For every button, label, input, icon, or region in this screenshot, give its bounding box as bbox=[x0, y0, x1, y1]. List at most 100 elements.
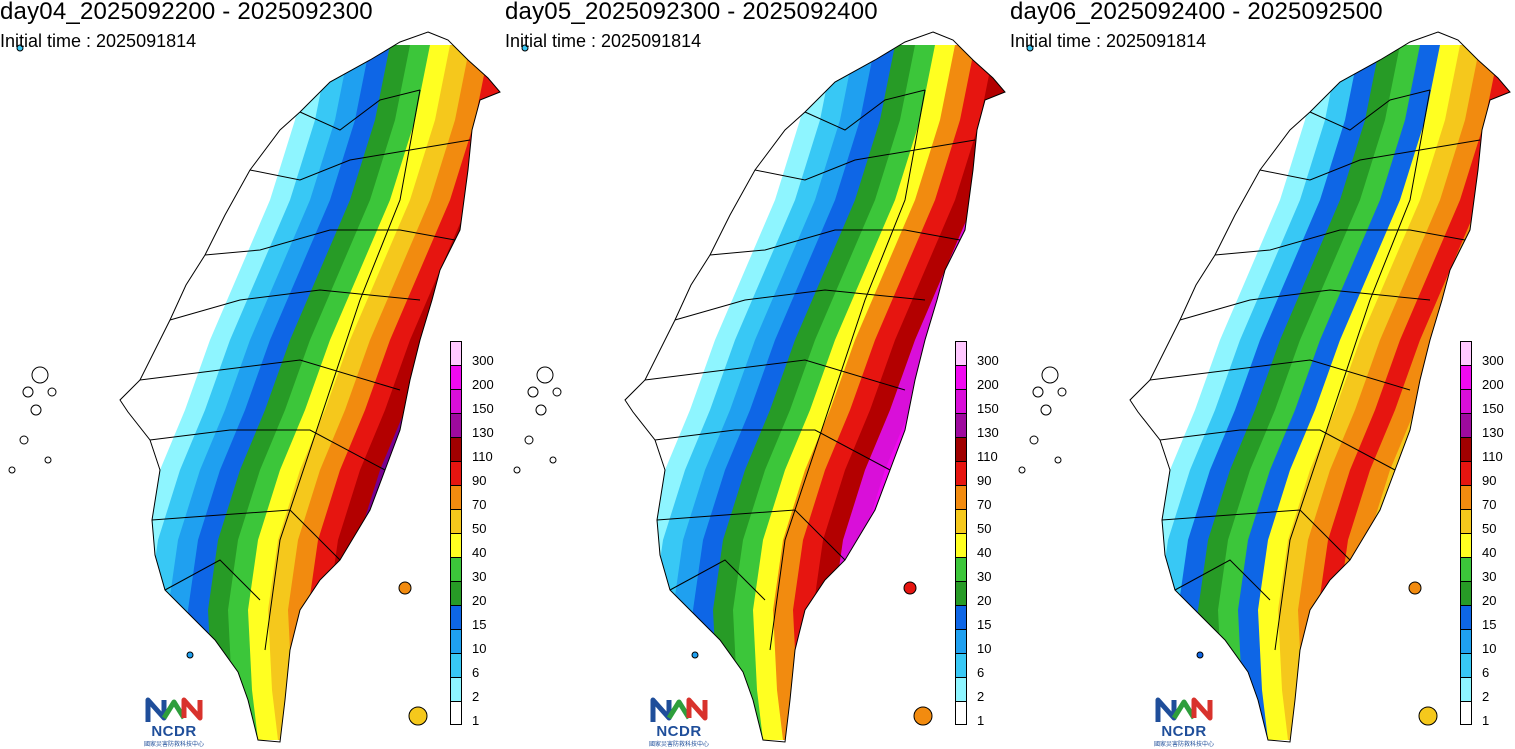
legend-item: 70 bbox=[1460, 485, 1515, 512]
penghu-island bbox=[536, 366, 554, 384]
legend-label: 2 bbox=[1482, 689, 1490, 704]
outlying-island bbox=[16, 44, 24, 52]
legend-label: 300 bbox=[1482, 353, 1504, 368]
penghu-island bbox=[552, 387, 562, 397]
legend-label: 50 bbox=[472, 521, 487, 536]
legend-swatch bbox=[955, 677, 967, 701]
rainfall-map bbox=[513, 31, 1006, 743]
legend-label: 20 bbox=[1482, 593, 1497, 608]
legend-label: 20 bbox=[977, 593, 992, 608]
legend-item: 50 bbox=[955, 509, 1010, 536]
county-boundary bbox=[674, 289, 926, 321]
penghu-island bbox=[22, 386, 34, 398]
legend-label: 110 bbox=[1482, 449, 1503, 464]
map-panel-6: day06_2025092400 - 2025092500 Initial tim… bbox=[1010, 0, 1515, 749]
outlying-island bbox=[521, 44, 529, 52]
initial-time: Initial time : 2025091814 bbox=[505, 31, 702, 51]
legend-item: 30 bbox=[450, 557, 505, 584]
legend-label: 110 bbox=[472, 449, 493, 464]
penghu-island bbox=[44, 456, 52, 464]
outlying-island bbox=[903, 581, 917, 595]
legend-swatch bbox=[450, 413, 462, 437]
county-boundary bbox=[139, 359, 401, 391]
map-panel-5: day05_2025092300 - 2025092400 Initial tim… bbox=[505, 0, 1010, 749]
color-legend: 300 200 150 130 110 90 70 50 40 30 20 15 10 6 2 1 bbox=[1460, 341, 1515, 728]
legend-swatch bbox=[955, 581, 967, 605]
legend-swatch bbox=[955, 413, 967, 437]
legend-swatch bbox=[450, 557, 462, 581]
penghu-island bbox=[1018, 466, 1026, 474]
legend-swatch bbox=[1460, 413, 1472, 437]
legend-item: 200 bbox=[955, 365, 1010, 392]
legend-item: 130 bbox=[1460, 413, 1515, 440]
legend-item: 200 bbox=[1460, 365, 1515, 392]
county-boundary bbox=[164, 559, 261, 601]
legend-label: 40 bbox=[1482, 545, 1497, 560]
legend-item: 20 bbox=[1460, 581, 1515, 608]
legend-swatch bbox=[1460, 437, 1472, 461]
legend-item: 300 bbox=[1460, 341, 1515, 368]
legend-item: 90 bbox=[1460, 461, 1515, 488]
county-boundary bbox=[754, 139, 976, 181]
legend-item: 10 bbox=[1460, 629, 1515, 656]
legend-label: 10 bbox=[1482, 641, 1497, 656]
penghu-island bbox=[1057, 387, 1067, 397]
legend-label: 2 bbox=[472, 689, 480, 704]
legend-swatch bbox=[450, 629, 462, 653]
ncdr-logo-icon: NCDR 國家災害防救科技中心 bbox=[643, 690, 715, 748]
legend-label: 15 bbox=[977, 617, 992, 632]
legend-item: 90 bbox=[955, 461, 1010, 488]
legend-item: 10 bbox=[450, 629, 505, 656]
legend-label: 200 bbox=[472, 377, 494, 392]
penghu-island bbox=[524, 435, 534, 445]
county-boundary bbox=[804, 89, 926, 131]
legend-item: 15 bbox=[955, 605, 1010, 632]
legend-item: 10 bbox=[955, 629, 1010, 656]
legend-swatch bbox=[1460, 605, 1472, 629]
county-boundary bbox=[644, 359, 906, 391]
legend-label: 1 bbox=[977, 713, 985, 728]
outlying-island bbox=[913, 706, 933, 726]
logo-text: NCDR bbox=[1161, 723, 1207, 740]
legend-swatch bbox=[1460, 485, 1472, 509]
map-title: day05_2025092300 - 2025092400 bbox=[505, 0, 878, 25]
county-boundary bbox=[1159, 429, 1396, 471]
legend-item: 15 bbox=[1460, 605, 1515, 632]
penghu-island bbox=[513, 466, 521, 474]
legend-swatch bbox=[1460, 581, 1472, 605]
legend-item: 50 bbox=[1460, 509, 1515, 536]
penghu-island bbox=[1029, 435, 1039, 445]
county-boundary bbox=[264, 89, 421, 651]
legend-item: 1 bbox=[955, 701, 1010, 728]
penghu-island bbox=[527, 386, 539, 398]
legend-swatch bbox=[955, 461, 967, 485]
legend-label: 130 bbox=[1482, 425, 1504, 440]
penghu-island bbox=[549, 456, 557, 464]
legend-item: 300 bbox=[450, 341, 505, 368]
county-boundary bbox=[1174, 559, 1271, 601]
county-boundary bbox=[1149, 359, 1411, 391]
legend-swatch bbox=[955, 629, 967, 653]
legend-item: 2 bbox=[1460, 677, 1515, 704]
legend-label: 40 bbox=[472, 545, 487, 560]
legend-swatch bbox=[450, 533, 462, 557]
map-panel-4: day04_2025092200 - 2025092300 Initial tim… bbox=[0, 0, 505, 749]
legend-item: 200 bbox=[450, 365, 505, 392]
coastline bbox=[624, 31, 1006, 743]
legend-label: 50 bbox=[1482, 521, 1497, 536]
legend-item: 110 bbox=[955, 437, 1010, 464]
legend-item: 40 bbox=[1460, 533, 1515, 560]
county-boundary bbox=[1309, 89, 1431, 131]
legend-item: 70 bbox=[450, 485, 505, 512]
legend-swatch bbox=[450, 701, 462, 725]
outlying-island bbox=[186, 651, 194, 659]
logo-subtext: 國家災害防救科技中心 bbox=[143, 742, 204, 748]
legend-label: 6 bbox=[472, 665, 480, 680]
legend-label: 20 bbox=[472, 593, 487, 608]
legend-item: 1 bbox=[1460, 701, 1515, 728]
legend-swatch bbox=[1460, 461, 1472, 485]
outlying-island bbox=[691, 651, 699, 659]
legend-swatch bbox=[450, 437, 462, 461]
legend-item: 20 bbox=[450, 581, 505, 608]
legend-swatch bbox=[955, 557, 967, 581]
